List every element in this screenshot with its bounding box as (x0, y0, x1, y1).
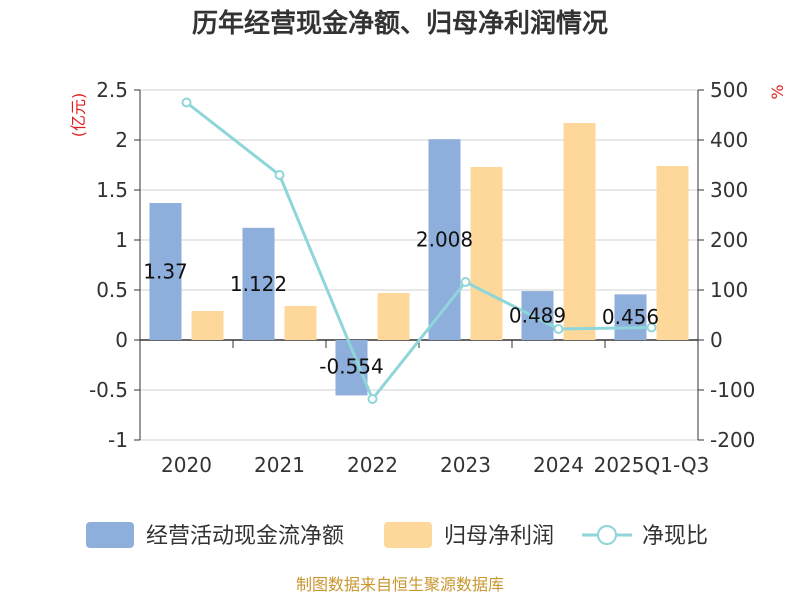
net-profit-bar (563, 123, 596, 340)
legend: 经营活动现金流净额 归母净利润 净现比 (86, 522, 708, 549)
right-tick-label: 100 (710, 278, 748, 302)
net-profit-bar (470, 167, 503, 340)
cashflow-bar (149, 203, 182, 340)
cashflow-data-label: 1.122 (230, 272, 287, 296)
left-tick-label: 0.5 (96, 278, 128, 302)
right-tick-label: 0 (710, 328, 723, 352)
left-tick-label: -1 (108, 428, 128, 452)
right-tick-label: 300 (710, 178, 748, 202)
ratio-point (646, 322, 657, 333)
net-profit-bar (377, 293, 410, 340)
left-tick-label: -0.5 (89, 378, 128, 402)
left-tick-label: 0 (115, 328, 128, 352)
ratio-line (181, 97, 657, 404)
x-tick-label: 2020 (161, 453, 212, 477)
right-tick-label: 400 (710, 128, 748, 152)
bars (149, 123, 689, 396)
ratio-point (274, 170, 285, 180)
legend-swatch-cashflow (86, 522, 134, 548)
x-tick-label: 2022 (347, 453, 398, 477)
right-tick-label: 500 (710, 78, 748, 102)
cashflow-bar (242, 227, 275, 340)
cashflow-data-label: 1.37 (143, 260, 188, 284)
cashflow-data-label: 2.008 (416, 228, 473, 252)
x-tick-label: 2021 (254, 453, 305, 477)
ratio-line-path (185, 101, 652, 402)
x-tick-label: 2024 (533, 453, 584, 477)
legend-label-cashflow: 经营活动现金流净额 (146, 524, 344, 549)
net-profit-bar (284, 306, 317, 340)
ratio-point (553, 324, 564, 334)
ratio-point (460, 277, 471, 287)
left-tick-label: 1.5 (96, 178, 128, 202)
x-tick-label: 2023 (440, 453, 491, 477)
ratio-point (367, 394, 378, 404)
axes: 2.5 2 1.5 1 0.5 0 -0.5 -1 500 400 300 200 100 0 -100 -2… (89, 78, 755, 477)
right-tick-label: 200 (710, 228, 748, 252)
left-tick-label: 1 (115, 228, 128, 252)
legend-marker-ratio (597, 525, 617, 545)
legend-swatch-net-profit (384, 522, 432, 548)
left-tick-label: 2 (115, 128, 128, 152)
legend-label-net-profit: 归母净利润 (444, 524, 554, 549)
ratio-point (181, 97, 192, 108)
source-note: 制图数据来自恒生聚源数据库 (296, 575, 504, 594)
cashflow-bar (521, 291, 554, 340)
grid (140, 89, 698, 441)
cashflow-data-label: 0.456 (602, 305, 659, 329)
legend-label-ratio: 净现比 (642, 524, 708, 549)
x-tick-label: 2025Q1-Q3 (594, 453, 710, 477)
left-tick-label: 2.5 (96, 78, 128, 102)
data-labels: 1.37 1.122 -0.554 2.008 0.489 0.456 (143, 228, 659, 379)
right-tick-label: -200 (710, 428, 755, 452)
cashflow-bar (614, 294, 647, 340)
cashflow-data-label: 0.489 (509, 304, 566, 328)
net-profit-bar (191, 311, 224, 340)
right-tick-label: -100 (710, 378, 755, 402)
net-profit-bar (656, 166, 689, 340)
chart-title: 历年经营现金净额、归母净利润情况 (192, 8, 608, 39)
left-axis-unit: (亿元) (69, 93, 88, 138)
right-axis-unit: % (768, 84, 787, 99)
cashflow-data-label: -0.554 (319, 354, 383, 378)
